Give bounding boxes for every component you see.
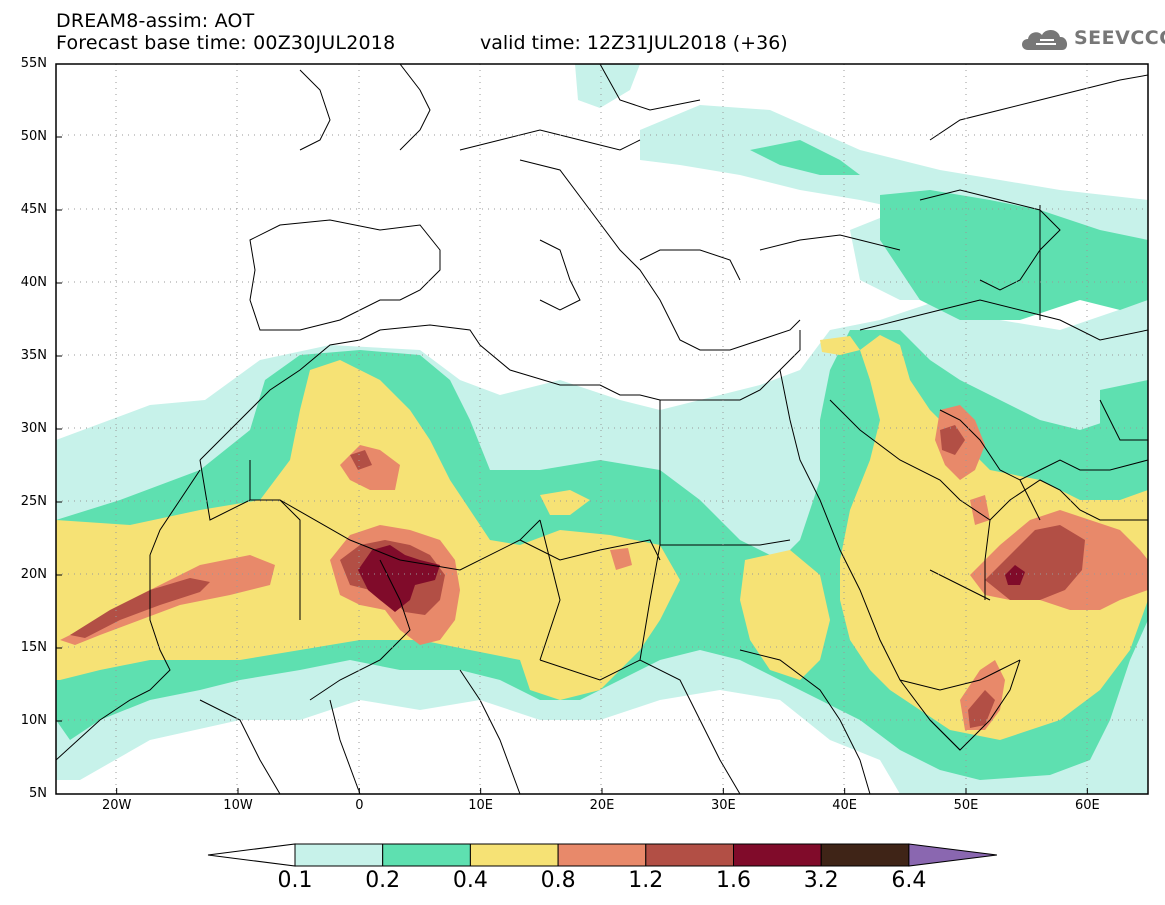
lat-label: 15N <box>20 640 47 655</box>
lat-label: 10N <box>20 713 47 728</box>
lat-label: 5N <box>29 786 47 801</box>
colorbar-swatch <box>557 843 647 867</box>
lat-label: 25N <box>20 494 47 509</box>
lat-label: 30N <box>20 421 47 436</box>
cloud-icon <box>1022 29 1068 50</box>
colorbar-label: 0.4 <box>452 868 488 893</box>
colorbar-label: 1.6 <box>716 868 751 893</box>
lon-label: 50E <box>953 798 979 813</box>
coastlines <box>56 64 1148 794</box>
colorbar-label: 0.8 <box>540 868 576 893</box>
aot-level-1-6 <box>358 545 1025 612</box>
lon-label: 60E <box>1074 798 1100 813</box>
lat-label: 40N <box>20 275 47 290</box>
lon-label: 30E <box>710 798 736 813</box>
logo-text: SEEVCCC <box>1074 27 1165 49</box>
colorbar-label: 3.2 <box>803 868 839 893</box>
forecast-base-time: Forecast base time: 00Z30JUL2018 <box>56 32 396 54</box>
lat-label: 20N <box>20 567 47 582</box>
lon-label: 10E <box>468 798 494 813</box>
map-title: DREAM8-assim: AOT <box>56 10 255 32</box>
lon-label: 40E <box>832 798 858 813</box>
colorbar-swatch <box>820 843 910 867</box>
lon-label: 0 <box>355 798 364 813</box>
colorbar-label: 6.4 <box>891 868 927 893</box>
aot-field <box>56 64 1148 794</box>
colorbar-swatch <box>294 843 384 867</box>
axis-ticks <box>56 63 1088 795</box>
lon-label: 20E <box>589 798 615 813</box>
colorbar-swatch <box>733 843 822 867</box>
lat-label: 55N <box>20 56 47 71</box>
lat-label: 50N <box>20 129 47 144</box>
colorbar-label: 0.2 <box>365 868 401 893</box>
graticule <box>56 64 1148 794</box>
lon-label: 20W <box>101 798 132 813</box>
lat-label: 45N <box>20 202 47 217</box>
valid-time: valid time: 12Z31JUL2018 (+36) <box>480 32 788 54</box>
seevccc-logo: SEEVCCC <box>1018 24 1165 56</box>
colorbar-swatch <box>645 843 734 867</box>
colorbar-max-arrow <box>908 843 997 867</box>
colorbar-label: 1.2 <box>628 868 664 893</box>
colorbar-swatch <box>382 843 471 867</box>
colorbar-swatch <box>469 843 559 867</box>
lon-label: 10W <box>223 798 253 813</box>
colorbar-min-arrow <box>207 843 296 867</box>
lat-label: 35N <box>20 348 47 363</box>
colorbar-label: 0.1 <box>277 868 313 893</box>
